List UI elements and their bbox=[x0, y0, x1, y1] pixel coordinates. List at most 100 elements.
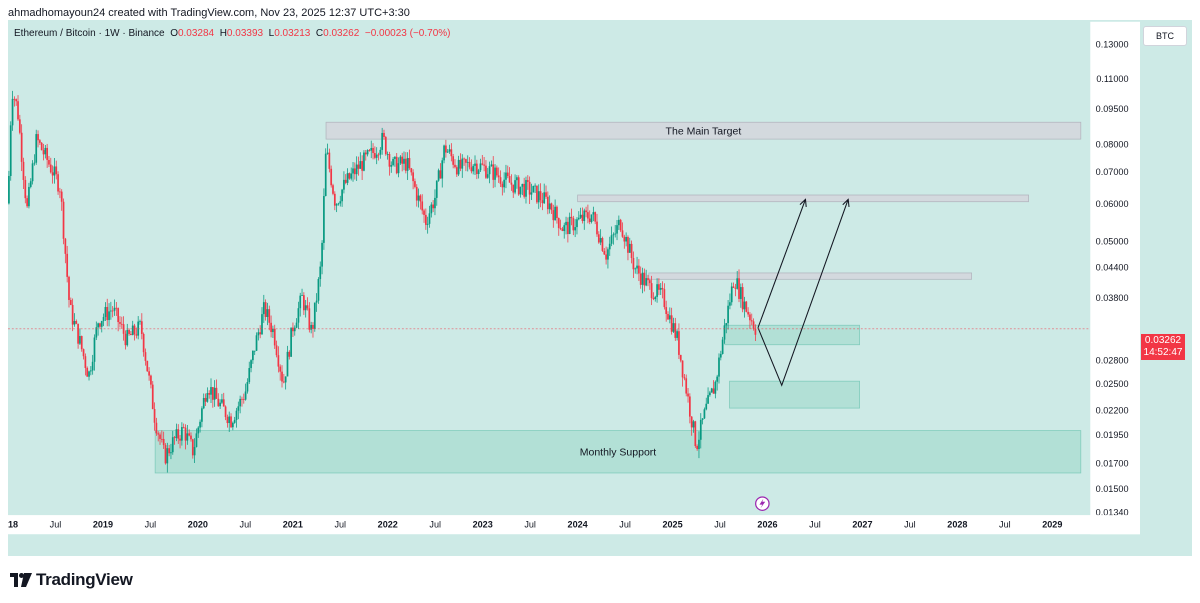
candle-body bbox=[139, 321, 141, 323]
y-tick-label: 0.02800 bbox=[1096, 356, 1129, 366]
candle-body bbox=[179, 438, 181, 441]
candle-body bbox=[355, 164, 358, 175]
candle-body bbox=[383, 132, 385, 138]
candle-body bbox=[603, 250, 606, 255]
candle-body bbox=[512, 184, 515, 193]
candle-body bbox=[190, 435, 192, 440]
candle-body bbox=[621, 230, 624, 237]
candle-body bbox=[28, 186, 30, 207]
candle-body bbox=[341, 189, 343, 202]
x-tick-label: 2027 bbox=[852, 520, 872, 530]
candle-body bbox=[111, 310, 114, 312]
candle-body bbox=[661, 287, 664, 290]
candle-body bbox=[536, 185, 538, 203]
symbol-title[interactable]: Ethereum / Bitcoin · 1W · Binance bbox=[14, 28, 165, 39]
candle-body bbox=[557, 218, 560, 229]
candle-body bbox=[668, 315, 671, 320]
candle-body bbox=[525, 180, 527, 197]
x-tick-label: Jul bbox=[145, 520, 157, 530]
candle-body bbox=[567, 221, 569, 235]
candle-body bbox=[131, 325, 134, 336]
candle-body bbox=[670, 315, 673, 332]
candle-body bbox=[375, 154, 378, 158]
candle-body bbox=[279, 366, 282, 372]
candle-body bbox=[68, 276, 70, 300]
candle-body bbox=[328, 152, 331, 169]
currency-button[interactable]: BTC bbox=[1143, 26, 1187, 46]
candle-body bbox=[157, 433, 160, 435]
candle-body bbox=[474, 163, 476, 166]
candle-body bbox=[86, 367, 89, 377]
candle-body bbox=[40, 142, 43, 151]
zone-2 bbox=[648, 272, 972, 280]
candle-body bbox=[159, 434, 161, 439]
candle-body bbox=[164, 445, 167, 464]
candle-body bbox=[379, 149, 382, 155]
candle-body bbox=[182, 427, 185, 428]
candle-body bbox=[59, 191, 61, 193]
flash-icon[interactable] bbox=[755, 496, 770, 511]
chart-area[interactable]: The Main Target Monthly Support 0.13000 0.… bbox=[8, 20, 1192, 556]
candle-body bbox=[235, 410, 238, 420]
candle-body bbox=[466, 161, 469, 163]
candle-body bbox=[588, 218, 591, 222]
candle-body bbox=[687, 393, 689, 397]
candle-body bbox=[738, 278, 740, 299]
y-tick-label: 0.04400 bbox=[1096, 263, 1129, 273]
candle-body bbox=[617, 219, 620, 226]
candle-body bbox=[694, 421, 697, 447]
candle-body bbox=[643, 272, 646, 286]
candle-body bbox=[592, 212, 595, 215]
candle-body bbox=[69, 299, 72, 305]
candle-body bbox=[641, 272, 644, 285]
candle-body bbox=[237, 406, 240, 411]
candle-body bbox=[315, 300, 318, 303]
candle-body bbox=[104, 306, 107, 318]
candle-body bbox=[88, 371, 90, 377]
candle-body bbox=[253, 350, 256, 352]
candle-body bbox=[483, 164, 485, 166]
candle-body bbox=[250, 360, 252, 369]
y-tick-label: 0.09500 bbox=[1096, 104, 1129, 114]
candle-body bbox=[226, 417, 229, 424]
y-tick-label: 0.02500 bbox=[1096, 379, 1129, 389]
candle-body bbox=[703, 409, 706, 419]
candle-body bbox=[543, 192, 546, 204]
x-tick-label: 2023 bbox=[473, 520, 493, 530]
candle-body bbox=[719, 353, 722, 358]
candle-body bbox=[44, 147, 47, 155]
candle-body bbox=[658, 284, 660, 290]
candle-body bbox=[394, 156, 396, 159]
candle-body bbox=[286, 351, 289, 377]
footer bbox=[0, 556, 1200, 603]
candle-body bbox=[91, 361, 94, 371]
candle-body bbox=[166, 448, 169, 464]
candle-body bbox=[417, 195, 420, 201]
candle-body bbox=[490, 164, 493, 167]
candle-body bbox=[252, 350, 254, 361]
candle-body bbox=[262, 302, 265, 315]
candle-body bbox=[718, 357, 720, 377]
annotation-zones: The Main Target Monthly Support bbox=[154, 121, 1082, 474]
candle-body bbox=[492, 164, 495, 180]
candle-body bbox=[113, 307, 116, 311]
candles bbox=[8, 90, 757, 473]
candle-body bbox=[572, 218, 575, 231]
candle-body bbox=[461, 158, 464, 169]
candle-body bbox=[599, 238, 602, 243]
candle-body bbox=[119, 322, 121, 324]
candle-body bbox=[20, 132, 23, 162]
x-tick-label: Jul bbox=[999, 520, 1011, 530]
candle-body bbox=[497, 175, 500, 178]
candle-body bbox=[739, 287, 742, 299]
candle-body bbox=[361, 161, 363, 171]
candle-body bbox=[457, 159, 460, 175]
candle-body bbox=[151, 384, 154, 410]
tradingview-logo[interactable]: TradingView bbox=[10, 570, 133, 590]
symbol-info: Ethereum / Bitcoin · 1W · Binance O0.032… bbox=[14, 28, 451, 39]
candle-body bbox=[324, 153, 327, 197]
x-tick-label: Jul bbox=[904, 520, 916, 530]
candle-body bbox=[17, 101, 19, 120]
candle-body bbox=[395, 156, 398, 174]
